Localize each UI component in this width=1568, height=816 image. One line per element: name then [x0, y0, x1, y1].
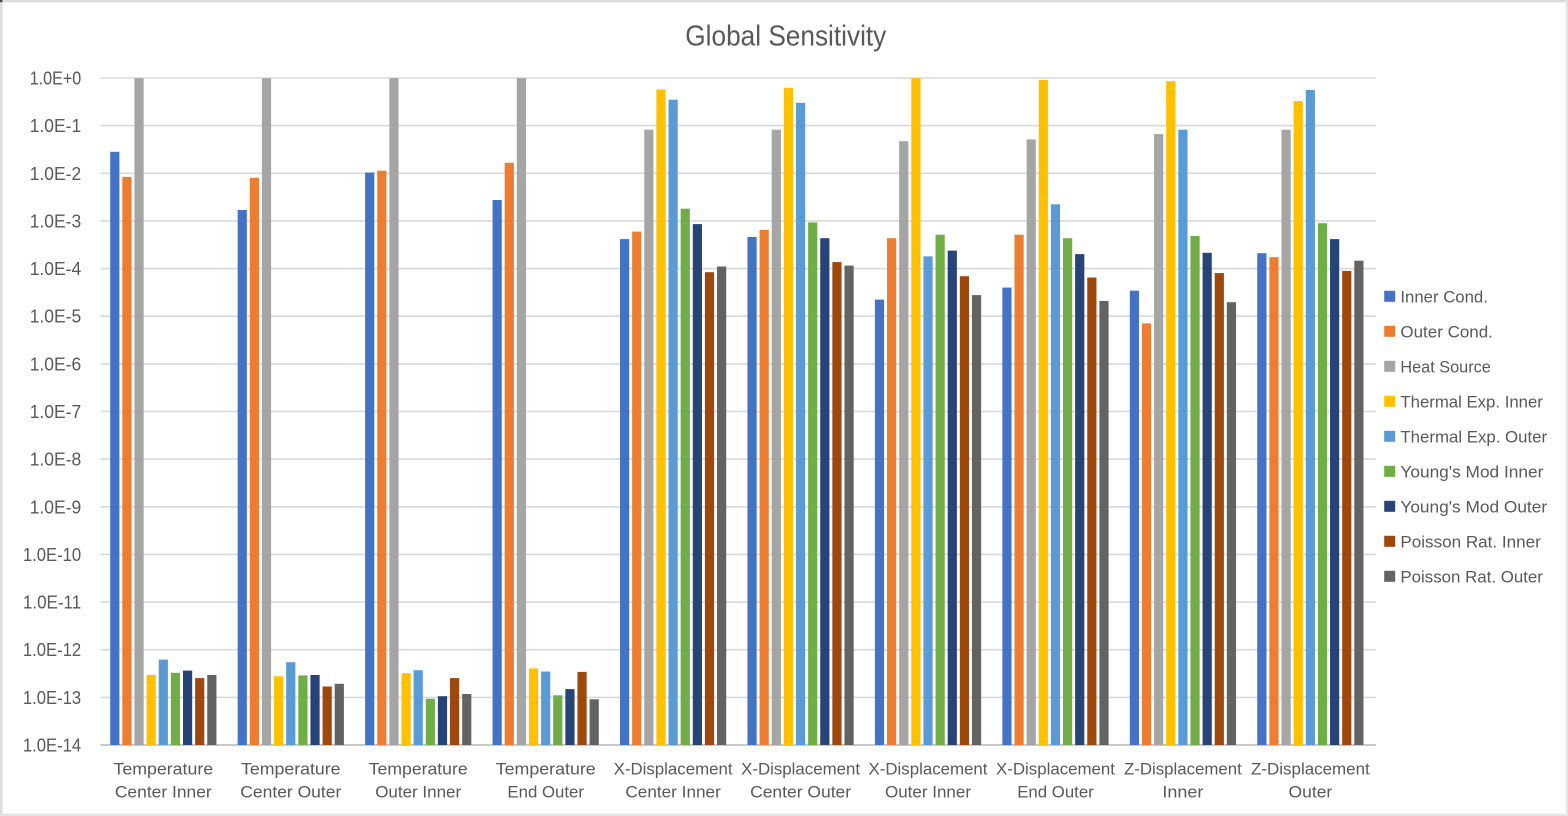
svg-text:Thermal Exp. Inner: Thermal Exp. Inner [1400, 393, 1543, 412]
svg-text:Outer Cond.: Outer Cond. [1400, 323, 1493, 342]
svg-text:X-Displacement: X-Displacement [996, 760, 1115, 779]
svg-text:Global Sensitivity: Global Sensitivity [685, 20, 886, 52]
svg-text:1.0E-5: 1.0E-5 [30, 307, 82, 327]
svg-text:Temperature: Temperature [496, 760, 596, 779]
svg-text:1.0E-4: 1.0E-4 [30, 259, 82, 279]
svg-text:Young's Mod Outer: Young's Mod Outer [1400, 498, 1547, 517]
svg-text:Center Inner: Center Inner [115, 783, 212, 802]
svg-text:Poisson Rat. Inner: Poisson Rat. Inner [1400, 533, 1541, 552]
svg-text:1.0E-1: 1.0E-1 [30, 116, 82, 136]
svg-text:Z-Displacement: Z-Displacement [1124, 760, 1242, 779]
svg-text:Center Outer: Center Outer [750, 783, 851, 802]
svg-text:1.0E-13: 1.0E-13 [23, 688, 81, 708]
svg-text:End Outer: End Outer [1017, 783, 1094, 802]
svg-text:Outer Inner: Outer Inner [375, 783, 461, 802]
svg-text:Temperature: Temperature [113, 760, 213, 779]
svg-text:1.0E+0: 1.0E+0 [30, 69, 82, 89]
svg-text:Center Inner: Center Inner [625, 783, 721, 802]
svg-text:1.0E-8: 1.0E-8 [30, 450, 82, 470]
svg-text:Temperature: Temperature [369, 760, 468, 779]
svg-text:1.0E-12: 1.0E-12 [23, 640, 81, 660]
svg-text:1.0E-2: 1.0E-2 [30, 164, 82, 184]
svg-text:1.0E-14: 1.0E-14 [23, 736, 81, 756]
svg-text:1.0E-3: 1.0E-3 [30, 211, 82, 231]
svg-text:1.0E-11: 1.0E-11 [23, 593, 81, 613]
svg-text:Young's Mod Inner: Young's Mod Inner [1400, 463, 1543, 482]
svg-text:1.0E-10: 1.0E-10 [23, 545, 81, 565]
svg-text:End Outer: End Outer [507, 783, 584, 802]
svg-text:X-Displacement: X-Displacement [614, 760, 733, 779]
svg-text:Inner Cond.: Inner Cond. [1400, 288, 1488, 307]
svg-text:Outer Inner: Outer Inner [885, 783, 971, 802]
svg-text:Center Outer: Center Outer [240, 783, 341, 802]
svg-text:Inner: Inner [1162, 783, 1203, 802]
svg-text:Poisson Rat. Outer: Poisson Rat. Outer [1400, 568, 1543, 587]
svg-text:1.0E-9: 1.0E-9 [30, 497, 82, 517]
svg-text:Temperature: Temperature [241, 760, 341, 779]
svg-text:X-Displacement: X-Displacement [741, 760, 860, 779]
svg-text:Outer: Outer [1289, 783, 1333, 802]
svg-text:1.0E-6: 1.0E-6 [30, 354, 82, 374]
svg-text:Z-Displacement: Z-Displacement [1251, 760, 1370, 779]
svg-text:Heat Source: Heat Source [1400, 358, 1490, 377]
svg-text:X-Displacement: X-Displacement [869, 760, 988, 779]
svg-text:1.0E-7: 1.0E-7 [30, 402, 82, 422]
svg-text:Thermal Exp. Outer: Thermal Exp. Outer [1400, 428, 1547, 447]
